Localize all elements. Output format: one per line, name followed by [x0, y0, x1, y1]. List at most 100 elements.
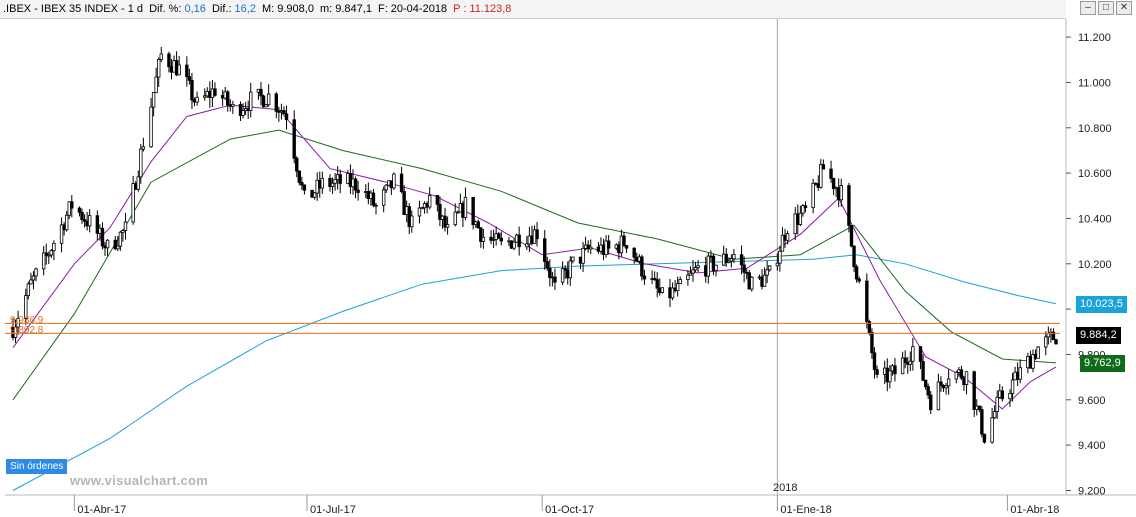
candle: [16, 310, 20, 335]
candle: [87, 209, 92, 233]
candle: [589, 239, 593, 255]
candle: [655, 272, 659, 298]
candle: [435, 194, 440, 212]
candle: [328, 174, 332, 192]
candle: [261, 94, 266, 108]
candle: [750, 276, 754, 292]
candle: [525, 236, 529, 251]
candle: [865, 273, 869, 329]
candle: [131, 175, 135, 225]
candle: [463, 187, 468, 221]
candle: [911, 337, 915, 371]
minimize-button[interactable]: –: [1080, 1, 1096, 15]
candle: [739, 245, 744, 275]
candle: [26, 281, 31, 300]
candle: [875, 365, 879, 379]
x-tick-label: 01-Abr-17: [77, 504, 126, 516]
candle: [410, 210, 414, 233]
header-dif-pct-value: 0,16: [184, 3, 206, 15]
candle: [302, 184, 307, 195]
sin-ordenes-badge[interactable]: Sin órdenes: [6, 459, 68, 474]
candle: [384, 184, 388, 194]
candle: [141, 137, 146, 152]
candle: [867, 319, 872, 336]
candle: [105, 239, 110, 257]
candle: [992, 405, 997, 420]
candle: [295, 156, 299, 178]
candle: [517, 226, 521, 256]
candle: [297, 170, 302, 186]
candle: [660, 287, 665, 294]
candle: [356, 180, 360, 201]
candle: [159, 47, 163, 63]
candle: [476, 219, 480, 229]
header-date-label: F:: [378, 3, 388, 15]
candle: [929, 390, 933, 415]
watermark: www.visualchart.com: [70, 473, 209, 488]
candle: [711, 253, 716, 276]
candle: [491, 229, 496, 249]
maximize-button[interactable]: □: [1098, 1, 1114, 15]
candle: [944, 382, 948, 395]
candle: [47, 251, 51, 264]
candle: [31, 271, 36, 290]
candle: [650, 270, 654, 285]
candle: [581, 241, 585, 272]
candle: [512, 238, 516, 251]
candle: [706, 252, 711, 284]
header-max-value: 9.908,0: [277, 3, 314, 15]
last-price-box: 9.884,2: [1076, 327, 1121, 344]
candle: [563, 265, 567, 279]
hline-label-1: 9.936,9: [10, 315, 44, 326]
y-tick-label: 10.400: [1078, 213, 1112, 225]
candle: [568, 256, 572, 286]
candle: [453, 203, 457, 227]
candle: [714, 264, 718, 277]
header-min-value: 9.847,1: [335, 3, 372, 15]
candle: [438, 196, 442, 227]
y-tick-label: 10.800: [1078, 123, 1112, 135]
candle: [24, 288, 28, 325]
candle: [606, 235, 611, 255]
candle: [392, 172, 396, 191]
candle: [1008, 389, 1012, 407]
candle: [819, 159, 823, 189]
candle: [893, 357, 897, 382]
candle: [586, 240, 590, 253]
candle: [926, 383, 930, 399]
candle: [1051, 328, 1056, 341]
candle: [936, 373, 941, 411]
y-tick-label: 11.000: [1078, 77, 1111, 89]
candle: [847, 182, 851, 233]
candle: [274, 91, 279, 119]
x-axis: 01-Abr-17 01-Jul-17 01-Oct-17 01-Ene-18 01-A…: [5, 494, 1136, 516]
candle: [696, 259, 700, 273]
candle: [154, 67, 158, 93]
candle: [688, 266, 693, 276]
horizontal-levels: [5, 322, 1060, 334]
candle: [167, 51, 171, 73]
candle: [888, 365, 892, 389]
candle: [678, 276, 682, 285]
candle: [908, 351, 912, 372]
candle: [422, 201, 427, 214]
year-label: 2018: [773, 482, 798, 494]
candle: [479, 226, 483, 248]
header-max-label: M:: [262, 3, 275, 15]
y-tick-label: 10.200: [1078, 259, 1112, 271]
candle: [116, 236, 120, 252]
moving-averages: [12, 104, 1057, 491]
candle: [921, 354, 925, 382]
candle: [139, 144, 143, 184]
candle: [95, 210, 100, 241]
candle: [622, 232, 626, 247]
candle: [1000, 386, 1005, 402]
candle: [292, 110, 296, 164]
x-tick-label: 01-Oct-17: [545, 504, 594, 516]
candle: [67, 201, 71, 219]
close-button[interactable]: ✕: [1116, 1, 1132, 15]
candle: [780, 227, 785, 252]
hline-label-2: 9.892,8: [10, 325, 44, 336]
candle: [136, 170, 140, 192]
